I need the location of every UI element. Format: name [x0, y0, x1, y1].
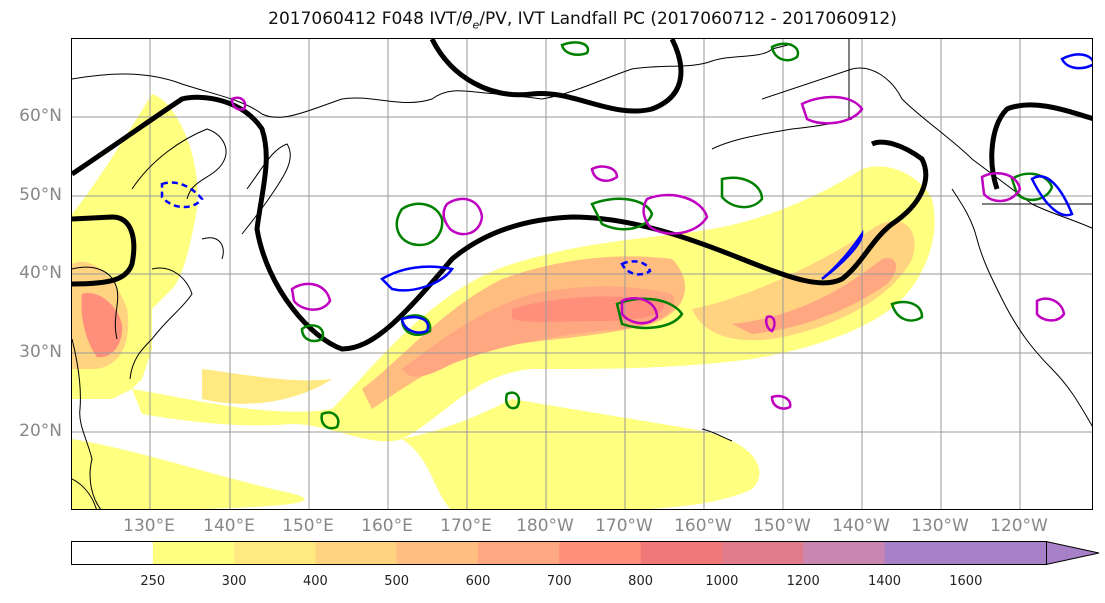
ivt-shading — [72, 94, 935, 509]
colorbar-tick-800: 800 — [628, 574, 653, 589]
title-suffix: /PV, IVT Landfall PC (2017060712 - 20170… — [479, 9, 897, 29]
colorbar-segment-1 — [234, 541, 316, 565]
ivt-band-250-lower — [202, 369, 332, 404]
colorbar-arrow-outline — [1045, 541, 1100, 565]
colorbar-tick-400: 400 — [302, 574, 328, 589]
colorbar-segments — [71, 541, 1099, 565]
coast-alaska — [761, 67, 1092, 229]
ivt-band-800 — [512, 296, 664, 322]
lat-label-50n: 50°N — [19, 185, 62, 205]
theta-e-north-loop — [429, 39, 684, 114]
lon-label-130e: 130°E — [123, 516, 175, 536]
colorbar — [71, 541, 1100, 565]
pv-contours-magenta — [230, 95, 1066, 410]
lon-label-140e: 140°E — [203, 516, 255, 536]
ivt-band-700-east — [732, 258, 897, 334]
map-title: 2017060412 F048 IVT/θe/PV, IVT Landfall … — [0, 9, 1105, 31]
colorbar-segment-6 — [640, 541, 723, 565]
colorbar-frame — [71, 541, 1047, 565]
title-theta: θ — [462, 9, 473, 29]
ivt-band-800-west — [81, 293, 123, 358]
lat-label-60n: 60°N — [19, 106, 62, 126]
colorbar-tick-1000: 1000 — [705, 574, 739, 589]
colorbar-segment-7 — [721, 541, 804, 565]
lon-label-150w: 150°W — [753, 516, 811, 536]
colorbar-segment-below — [71, 541, 153, 565]
theta-e-main — [72, 94, 929, 352]
lon-label-120w: 120°W — [990, 516, 1048, 536]
colorbar-segment-0 — [152, 541, 235, 565]
colorbar-tick-1600: 1600 — [949, 574, 983, 589]
colorbar-segment-3 — [396, 541, 479, 565]
lon-label-130w: 130°W — [911, 516, 969, 536]
lon-label-160w: 160°W — [674, 516, 732, 536]
lon-label-150e: 150°E — [282, 516, 334, 536]
coastlines — [72, 39, 1092, 509]
pv-contours-blue — [160, 53, 1092, 334]
colorbar-tick-250: 250 — [140, 574, 166, 589]
coast-okhotsk — [131, 128, 227, 200]
lat-label-20n: 20°N — [19, 421, 62, 441]
colorbar-tick-1400: 1400 — [867, 574, 902, 589]
coast-north-america-west — [951, 188, 1092, 427]
coast-philippines — [72, 478, 97, 509]
lon-label-140w: 140°W — [832, 516, 890, 536]
colorbar-segment-2 — [315, 541, 398, 565]
map-canvas — [72, 39, 1092, 509]
theta-e-west-loop — [72, 214, 137, 287]
coast-korea-japan — [72, 237, 224, 380]
colorbar-tick-1200: 1200 — [786, 574, 820, 589]
coast-china — [72, 338, 102, 509]
theta-e-ne-arc — [989, 102, 1092, 190]
lon-label-160e: 160°E — [361, 516, 413, 536]
lon-label-170e: 170°E — [440, 516, 492, 536]
colorbar-tick-300: 300 — [221, 574, 247, 589]
title-subscript: e — [472, 18, 480, 32]
colorbar-segment-4 — [478, 541, 560, 565]
theta-e-contour — [72, 39, 1092, 352]
title-prefix: 2017060412 F048 IVT/ — [268, 9, 463, 29]
colorbar-tick-700: 700 — [546, 574, 572, 589]
map-panel — [71, 38, 1093, 510]
coast-siberia — [72, 43, 793, 118]
colorbar-segment-5 — [559, 541, 642, 565]
coast-hawaii — [701, 428, 733, 442]
graticule — [72, 39, 1092, 509]
colorbar-tick-500: 500 — [384, 574, 410, 589]
lat-label-30n: 30°N — [19, 342, 62, 362]
lat-label-40n: 40°N — [19, 263, 62, 283]
colorbar-tick-600: 600 — [465, 574, 491, 589]
lon-label-170w: 170°W — [595, 516, 653, 536]
pv-contours-green — [300, 41, 1054, 430]
ivt-band-250-south — [72, 399, 760, 509]
colorbar-segment-8 — [803, 541, 885, 565]
lon-label-180w: 180°W — [516, 516, 574, 536]
colorbar-segment-9 — [884, 541, 1099, 565]
